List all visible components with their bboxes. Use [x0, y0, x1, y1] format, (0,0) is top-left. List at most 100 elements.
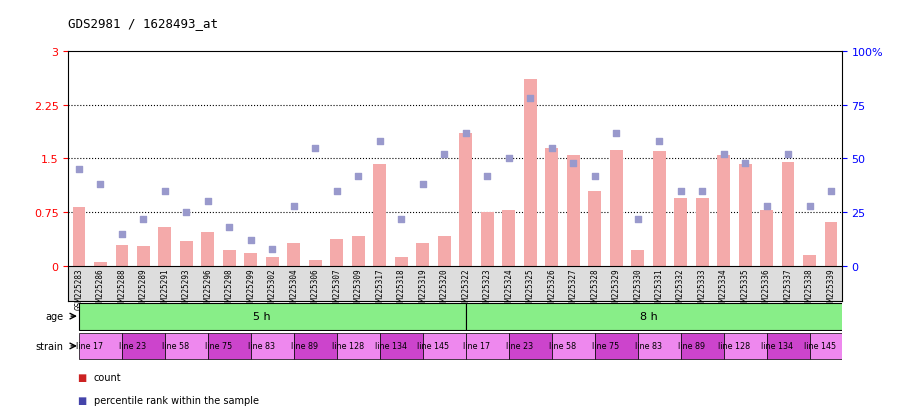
Bar [545, 148, 558, 266]
Point [609, 130, 623, 137]
Bar [460, 134, 472, 266]
Text: GSM225335: GSM225335 [741, 268, 750, 310]
Bar [201, 232, 215, 266]
Text: line 23: line 23 [506, 342, 533, 351]
Point [501, 156, 516, 162]
Text: line 128: line 128 [718, 342, 751, 351]
Text: percentile rank within the sample: percentile rank within the sample [94, 395, 258, 405]
Point [523, 95, 538, 102]
Bar [588, 191, 602, 266]
Text: GSM225286: GSM225286 [96, 268, 105, 310]
Text: GSM225333: GSM225333 [698, 268, 706, 310]
Text: GSM225323: GSM225323 [482, 268, 491, 310]
Text: line 89: line 89 [291, 342, 318, 351]
Text: line 128: line 128 [331, 342, 364, 351]
Point [781, 152, 795, 158]
Text: GSM225304: GSM225304 [289, 268, 298, 310]
Bar [739, 165, 752, 266]
Point [72, 166, 86, 173]
Text: GSM225318: GSM225318 [397, 268, 406, 310]
Text: GSM225326: GSM225326 [547, 268, 556, 310]
Bar [416, 244, 430, 266]
Text: 5 h: 5 h [253, 311, 270, 321]
Point [544, 145, 559, 152]
Text: line 58: line 58 [162, 342, 189, 351]
Text: GSM225337: GSM225337 [784, 268, 793, 310]
Bar [423, 333, 466, 359]
Text: strain: strain [35, 341, 64, 351]
Text: line 58: line 58 [549, 342, 576, 351]
Text: GSM225299: GSM225299 [247, 268, 256, 310]
Text: GSM225306: GSM225306 [311, 268, 319, 310]
Bar [480, 213, 493, 266]
Point [372, 138, 387, 145]
Text: GSM225327: GSM225327 [569, 268, 578, 310]
Text: line 75: line 75 [592, 342, 619, 351]
Point [179, 209, 194, 216]
Point [566, 160, 581, 166]
Point [738, 160, 753, 166]
Point [759, 203, 774, 209]
Point [416, 181, 430, 188]
Point [587, 173, 602, 180]
Point [222, 224, 237, 231]
Bar [466, 333, 509, 359]
Bar [122, 333, 165, 359]
Bar [674, 198, 687, 266]
Bar [373, 165, 386, 266]
Bar [207, 333, 251, 359]
Text: GDS2981 / 1628493_at: GDS2981 / 1628493_at [68, 17, 218, 29]
Text: line 145: line 145 [804, 342, 836, 351]
Text: GSM225291: GSM225291 [160, 268, 169, 310]
Bar [803, 256, 816, 266]
Text: GSM225293: GSM225293 [182, 268, 191, 310]
Text: GSM225332: GSM225332 [676, 268, 685, 310]
Point [652, 138, 666, 145]
Bar [79, 303, 466, 330]
Bar [652, 152, 665, 266]
Text: line 83: line 83 [248, 342, 275, 351]
Text: GSM225324: GSM225324 [504, 268, 513, 310]
Text: line 83: line 83 [635, 342, 662, 351]
Bar [165, 333, 207, 359]
Text: 8 h: 8 h [640, 311, 657, 321]
Bar [717, 155, 730, 266]
Bar [308, 261, 322, 266]
Text: GSM225338: GSM225338 [805, 268, 814, 310]
Point [115, 231, 129, 237]
Text: line 75: line 75 [205, 342, 232, 351]
Point [437, 152, 451, 158]
Text: line 134: line 134 [762, 342, 794, 351]
Point [394, 216, 409, 223]
Text: GSM225296: GSM225296 [204, 268, 212, 310]
Point [351, 173, 366, 180]
Point [803, 203, 817, 209]
Bar [73, 208, 86, 266]
Point [157, 188, 172, 195]
Text: GSM225331: GSM225331 [654, 268, 663, 310]
Text: GSM225328: GSM225328 [591, 268, 599, 310]
Text: age: age [46, 311, 64, 321]
Bar [760, 211, 773, 266]
Bar [782, 163, 794, 266]
Text: GSM225317: GSM225317 [375, 268, 384, 310]
Bar [632, 251, 644, 266]
Bar [251, 333, 294, 359]
Bar [288, 244, 300, 266]
Point [631, 216, 645, 223]
Text: GSM225302: GSM225302 [268, 268, 277, 310]
Text: line 134: line 134 [375, 342, 407, 351]
Text: GSM225288: GSM225288 [117, 268, 126, 310]
Bar [337, 333, 379, 359]
Bar [502, 211, 515, 266]
Text: GSM225336: GSM225336 [762, 268, 771, 310]
Bar [695, 198, 709, 266]
Text: ■: ■ [77, 395, 86, 405]
Text: GSM225307: GSM225307 [332, 268, 341, 310]
Text: GSM225334: GSM225334 [719, 268, 728, 310]
Bar [723, 333, 766, 359]
Bar [509, 333, 551, 359]
Point [673, 188, 688, 195]
Bar [79, 333, 122, 359]
Bar [766, 333, 810, 359]
